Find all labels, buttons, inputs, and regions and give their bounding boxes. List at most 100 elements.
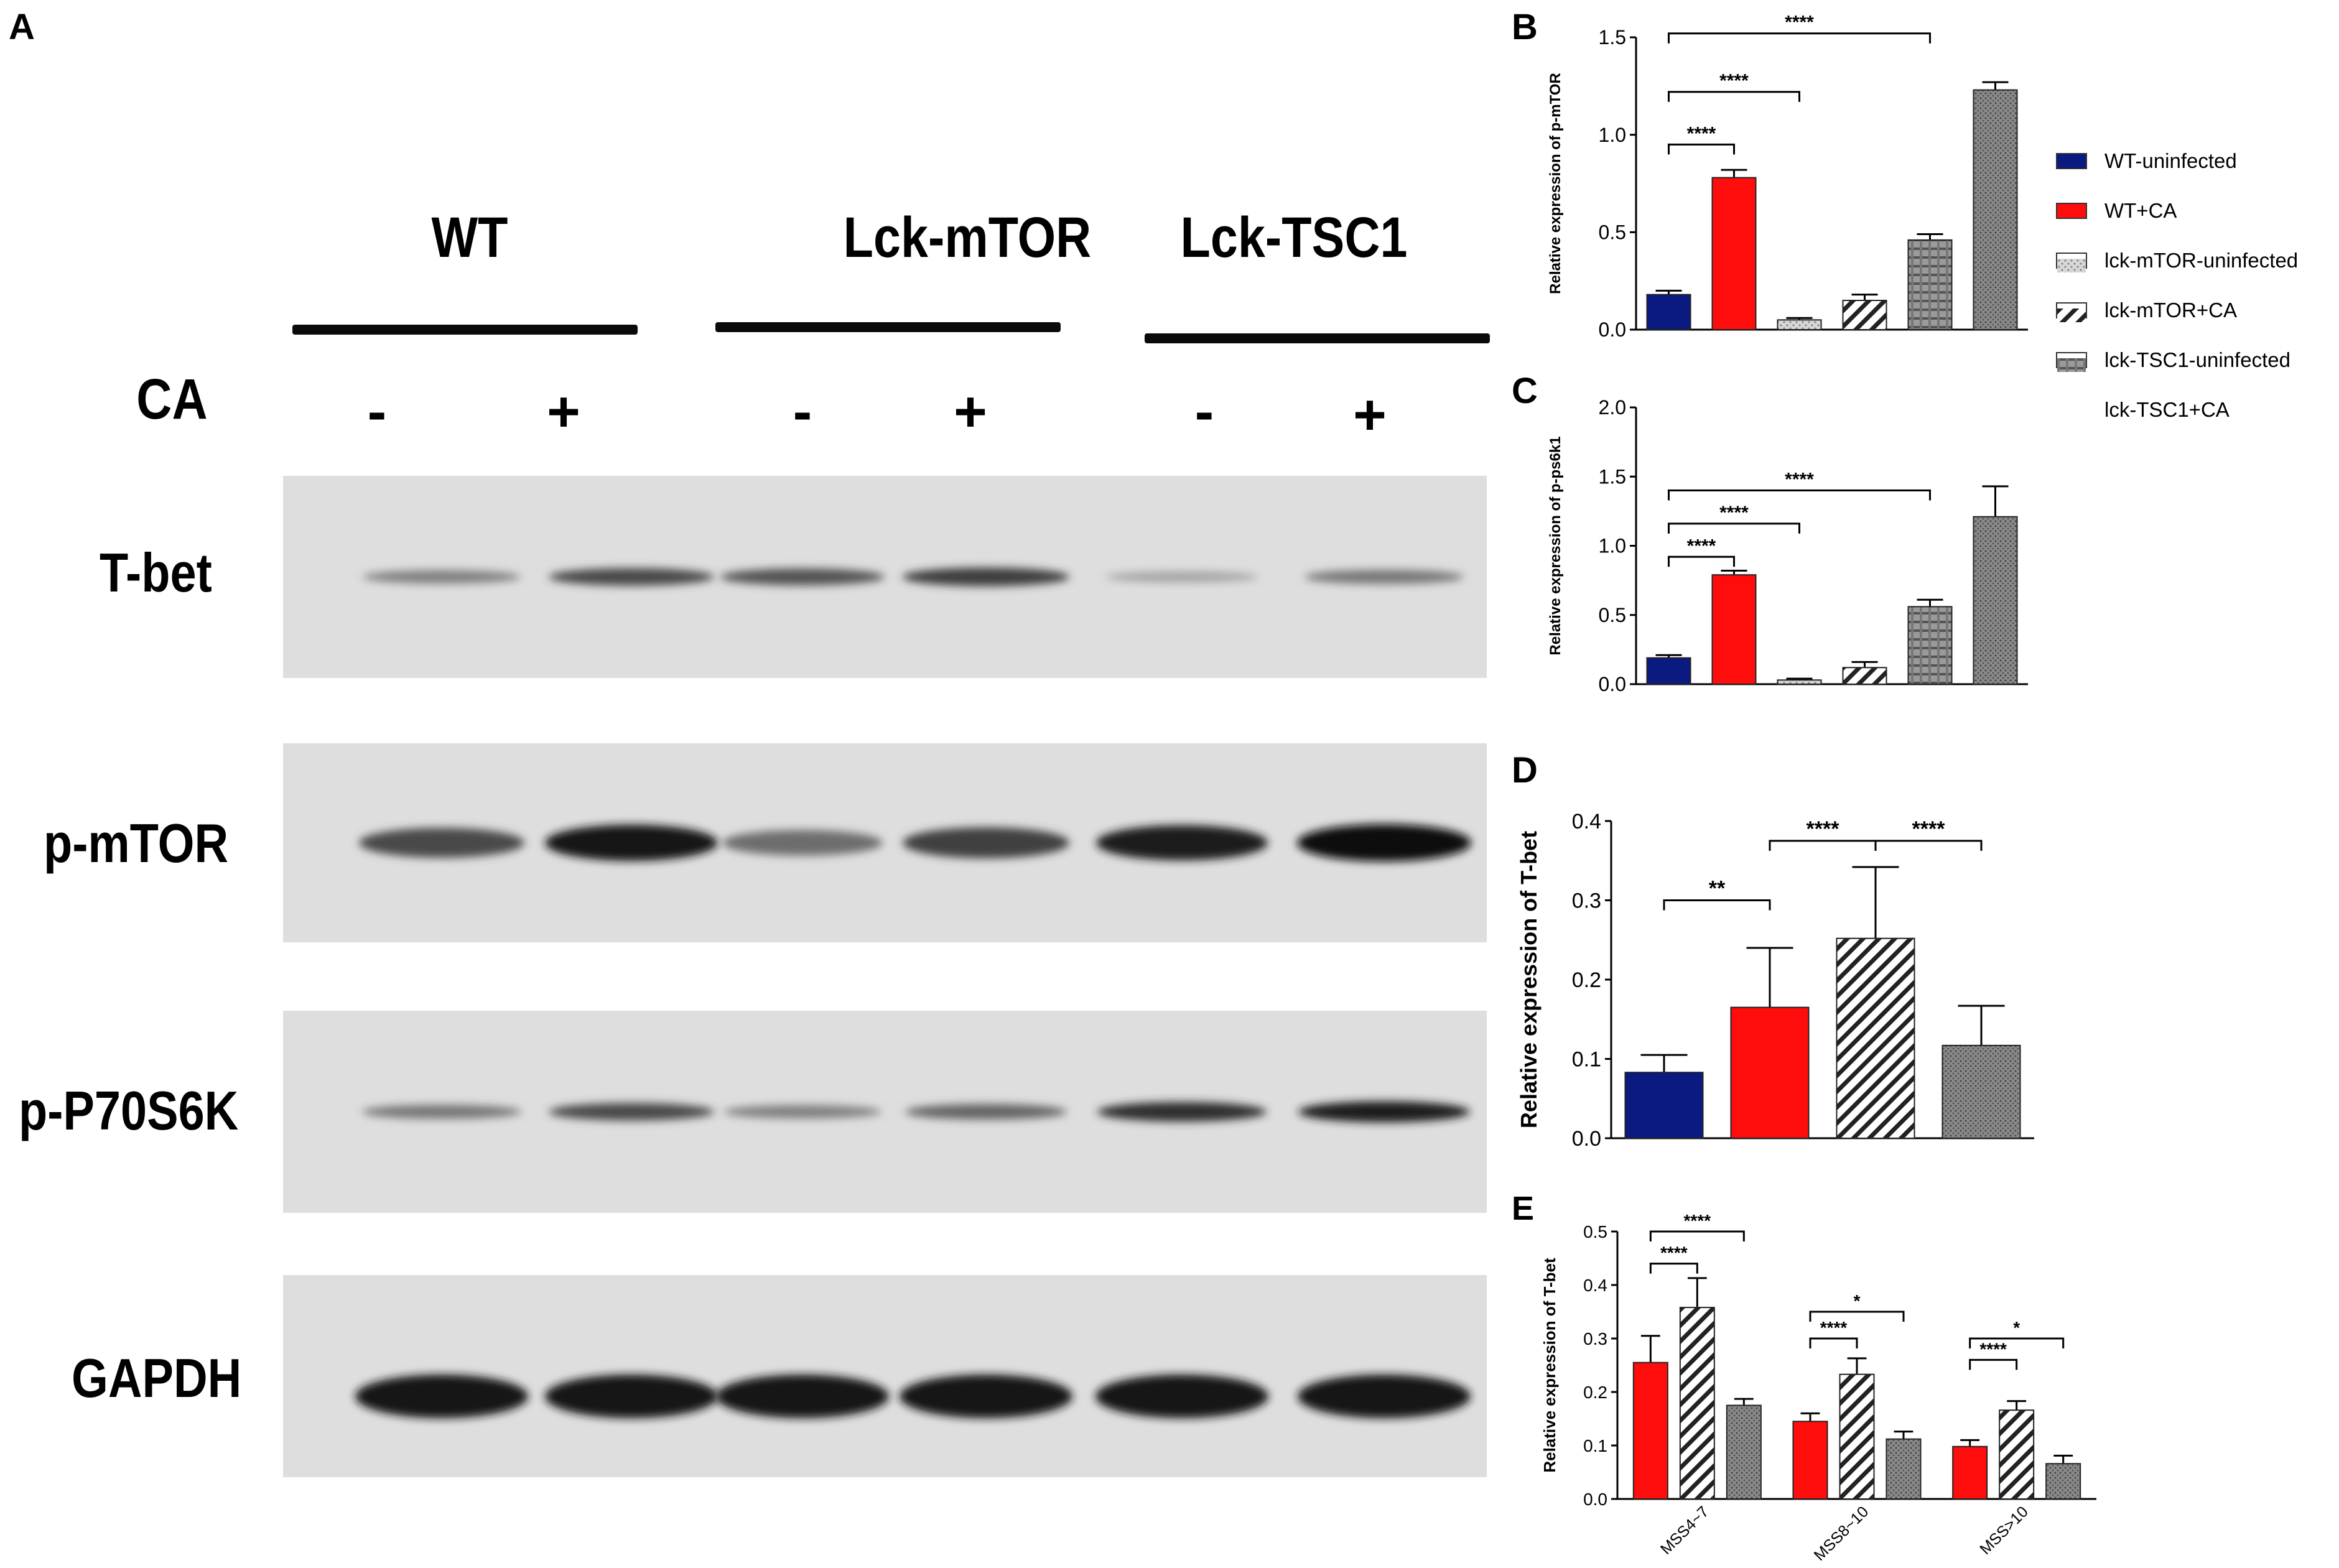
panel-letter-e: E: [1512, 1190, 1535, 1227]
y-tick-label: 2.0: [1599, 396, 1626, 419]
legend-label: lck-mTOR+CA: [2104, 299, 2237, 322]
bar: [1973, 89, 2018, 330]
significance-label: ****: [1687, 123, 1716, 144]
blot-band: [722, 830, 883, 856]
ca-sign: -: [793, 380, 812, 443]
chart-b-p-mtor: 0.0 0.5 1.0 1.5 Relative expression of p-mTO…: [1537, 12, 2053, 342]
row-label-tbet: T-bet: [100, 542, 212, 603]
blot-band: [1297, 824, 1471, 861]
x-tick-label: MSS8~10: [1811, 1503, 1872, 1561]
chart-c-p-ps6k1: 0.0 0.5 1.0 1.5 2.0 Relative expression of p-…: [1537, 386, 2053, 709]
ca-sign: +: [1353, 383, 1387, 447]
significance-label: ****: [1687, 536, 1716, 556]
group-underline-lck-tsc1: [1145, 333, 1490, 343]
significance-label: ****: [1912, 817, 1946, 841]
legend-item: lck-TSC1+CA: [2056, 392, 2336, 428]
y-tick-label: 0.2: [1583, 1383, 1607, 1402]
significance-bracket: [1969, 1358, 2018, 1370]
y-tick-label: 1.0: [1599, 124, 1626, 146]
legend-swatch-fine: [2056, 402, 2087, 418]
x-tick-label: MSS4~7: [1657, 1503, 1713, 1558]
row-label-p-p70s6k: p-P70S6K: [19, 1080, 239, 1141]
blot-band: [545, 1375, 718, 1418]
significance-bracket: [1809, 1337, 1858, 1348]
blot-band: [355, 1375, 528, 1418]
blot-band: [1298, 1101, 1470, 1123]
bar: [1646, 657, 1691, 685]
group-label-wt: WT: [431, 206, 508, 269]
significance-label: ****: [1785, 12, 1814, 33]
blot-strip-p-p70s6k: [283, 1011, 1487, 1213]
legend-swatch-grid: [2056, 352, 2087, 372]
bar: [1839, 1373, 1875, 1500]
y-tick-label: 0.5: [1599, 221, 1626, 244]
bar: [1886, 1438, 1922, 1500]
y-tick-label: 0.2: [1572, 968, 1601, 992]
bar: [1842, 667, 1887, 685]
legend-swatch-red: [2056, 203, 2087, 219]
significance-label: ****: [1820, 1318, 1848, 1337]
y-tick-label: 0.5: [1583, 1222, 1607, 1241]
bar: [1836, 937, 1915, 1139]
significance-label: ****: [1807, 817, 1840, 841]
blot-band: [902, 567, 1070, 587]
y-tick-label: 1.0: [1599, 535, 1626, 557]
blot-band: [362, 1105, 521, 1119]
y-tick-label: 0.1: [1583, 1436, 1607, 1455]
bar: [1941, 1044, 2021, 1139]
bar: [1646, 294, 1691, 331]
y-tick-label: 0.3: [1583, 1329, 1607, 1348]
legend-swatch-dots: [2056, 253, 2087, 272]
legend-label: lck-mTOR-uninfected: [2104, 249, 2299, 272]
row-label-p-mtor: p-mTOR: [44, 812, 229, 874]
bar: [1777, 679, 1822, 685]
y-tick-label: 0.4: [1572, 810, 1601, 833]
significance-bracket: [1668, 143, 1735, 155]
panel-letter-c: C: [1512, 371, 1538, 411]
y-tick-label: 0.0: [1599, 673, 1626, 695]
bar: [1711, 177, 1757, 330]
significance-label: ****: [1660, 1243, 1688, 1263]
panel-letter-a: A: [9, 7, 35, 47]
y-tick-label: 0.0: [1572, 1127, 1601, 1151]
bar: [1679, 1307, 1715, 1500]
group-underline-lck-mtor: [715, 322, 1061, 332]
blot-band: [905, 1104, 1067, 1120]
x-tick-label: MSS>10: [1976, 1503, 2032, 1558]
significance-label: ****: [1719, 503, 1749, 523]
significance-bracket: [1809, 1311, 1905, 1322]
bar: [1952, 1445, 1988, 1500]
blot-band: [716, 1375, 889, 1418]
significance-label: **: [1709, 877, 1726, 901]
row-label-gapdh: GAPDH: [72, 1347, 242, 1409]
bar: [1973, 516, 2018, 685]
bar: [1792, 1421, 1828, 1500]
blot-strip-gapdh: [283, 1275, 1487, 1477]
legend-label: lck-TSC1+CA: [2104, 398, 2230, 421]
blot-band: [549, 568, 714, 586]
y-tick-label: 0.1: [1572, 1047, 1601, 1071]
significance-bracket: [1668, 91, 1800, 102]
legend-item: lck-TSC1-uninfected: [2056, 342, 2336, 378]
legend-item: lck-mTOR-uninfected: [2056, 243, 2336, 279]
bar: [1624, 1072, 1704, 1139]
ca-sign: +: [954, 380, 987, 443]
significance-bracket: [1649, 1263, 1698, 1274]
significance-label: ****: [1785, 470, 1814, 490]
panel-letter-b: B: [1512, 7, 1538, 47]
significance-bracket: [1874, 840, 1983, 851]
blot-strip-p-mtor: [283, 743, 1487, 942]
significance-bracket: [1769, 840, 1877, 851]
bar: [1711, 574, 1757, 685]
blot-band: [1304, 570, 1464, 584]
legend-swatch-hatch: [2056, 302, 2087, 322]
ca-sign: -: [367, 380, 387, 443]
y-tick-label: 0.4: [1583, 1276, 1607, 1295]
significance-label: ****: [1979, 1339, 2007, 1358]
blot-band: [363, 570, 521, 584]
significance-label: *: [2013, 1318, 2020, 1337]
y-tick-label: 0.0: [1599, 318, 1626, 341]
panel-letter-d: D: [1512, 750, 1538, 791]
ca-sign: +: [547, 380, 580, 443]
blot-band: [723, 1105, 881, 1119]
